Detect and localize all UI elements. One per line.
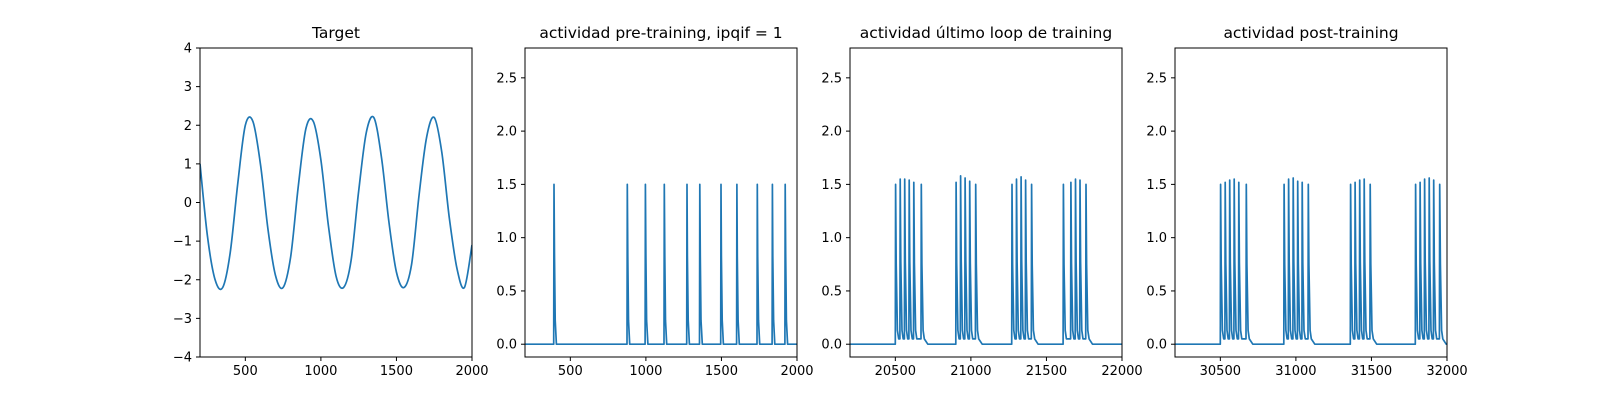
y-tick-label: 2.5 (1146, 71, 1167, 86)
y-tick-label: 1.0 (496, 231, 517, 246)
y-tick-label: 2.0 (821, 125, 842, 140)
y-tick-label: 1.5 (1146, 178, 1167, 193)
axes-frame (1174, 47, 1448, 358)
x-tick-label: 21500 (1026, 364, 1067, 379)
x-tick-label: 1500 (705, 364, 738, 379)
y-tick-label: 0.5 (496, 284, 517, 299)
panel-target-title: Target (311, 24, 360, 42)
axes-frame (524, 47, 798, 358)
x-tick-label: 32000 (1426, 364, 1467, 379)
y-tick-label: 0.5 (821, 284, 842, 299)
x-tick-label: 31500 (1351, 364, 1392, 379)
y-tick-label: 0.0 (821, 338, 842, 353)
panel-pre-training-title: actividad pre-training, ipqif = 1 (539, 24, 782, 42)
x-tick-label: 2000 (455, 364, 488, 379)
x-tick-label: 1000 (304, 364, 337, 379)
y-tick-label: 0.0 (1146, 338, 1167, 353)
axes-frame (849, 47, 1123, 358)
y-tick-label: 1 (184, 157, 192, 172)
y-tick-label: −2 (173, 273, 192, 288)
x-tick-label: 500 (558, 364, 583, 379)
panel-target: Target 500 1000 1500 2000 −4 −3 −2 −1 0 1 2 3 4 (173, 24, 489, 379)
y-tick-label: 4 (184, 42, 192, 57)
x-tick-label: 2000 (780, 364, 813, 379)
x-tick-label: 500 (233, 364, 258, 379)
y-tick-label: −1 (173, 235, 192, 250)
y-tick-label: 2.0 (496, 125, 517, 140)
panel-post-training: actividad post-training 30500 31000 31500 3… (1146, 24, 1467, 379)
y-tick-label: 0 (184, 196, 192, 211)
panel-last-training-loop-title: actividad último loop de training (860, 24, 1112, 42)
x-tick-label: 20500 (875, 364, 916, 379)
y-tick-label: 1.0 (1146, 231, 1167, 246)
x-tick-label: 31000 (1275, 364, 1316, 379)
panel-last-training-loop: actividad último loop de training 20500 2… (821, 24, 1142, 379)
panel-post-training-title: actividad post-training (1223, 24, 1398, 42)
y-tick-label: 0.5 (1146, 284, 1167, 299)
y-tick-label: −3 (173, 312, 192, 327)
y-tick-label: 1.0 (821, 231, 842, 246)
x-tick-label: 30500 (1200, 364, 1241, 379)
x-tick-label: 1500 (380, 364, 413, 379)
y-tick-label: −4 (173, 351, 192, 366)
x-tick-label: 22000 (1101, 364, 1142, 379)
y-tick-label: 2 (184, 119, 192, 134)
y-tick-label: 0.0 (496, 338, 517, 353)
series-line (200, 115, 472, 291)
y-tick-label: 2.5 (821, 71, 842, 86)
y-tick-label: 2.5 (496, 71, 517, 86)
series-line (1175, 177, 1447, 346)
y-tick-label: 2.0 (1146, 125, 1167, 140)
series-line (525, 183, 797, 346)
x-tick-label: 1000 (629, 364, 662, 379)
y-tick-label: 1.5 (496, 178, 517, 193)
x-tick-label: 21000 (950, 364, 991, 379)
series-line (850, 175, 1122, 346)
panel-pre-training: actividad pre-training, ipqif = 1 500 100… (496, 24, 813, 379)
axes-frame (199, 47, 473, 358)
y-tick-label: 1.5 (821, 178, 842, 193)
y-tick-label: 3 (184, 80, 192, 95)
